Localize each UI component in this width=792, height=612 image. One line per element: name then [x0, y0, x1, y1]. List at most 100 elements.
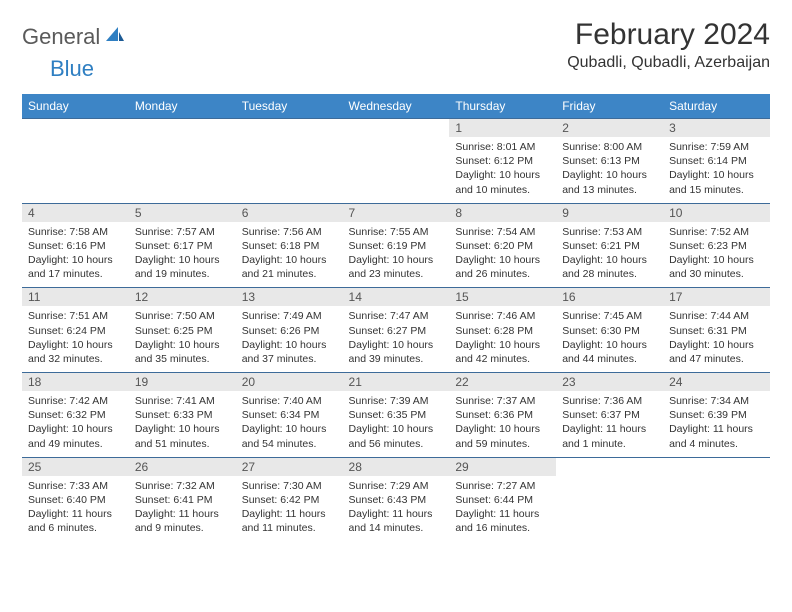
sunset-text: Sunset: 6:23 PM — [669, 239, 764, 253]
sunset-text: Sunset: 6:43 PM — [349, 493, 444, 507]
day-cell: Sunrise: 7:32 AMSunset: 6:41 PMDaylight:… — [129, 476, 236, 542]
day-cell: Sunrise: 7:41 AMSunset: 6:33 PMDaylight:… — [129, 391, 236, 457]
sunrise-text: Sunrise: 7:47 AM — [349, 309, 444, 323]
sunset-text: Sunset: 6:30 PM — [562, 324, 657, 338]
daylight-text: Daylight: 10 hours and 42 minutes. — [455, 338, 550, 366]
calendar-table: SundayMondayTuesdayWednesdayThursdayFrid… — [22, 94, 770, 542]
sunrise-text: Sunrise: 7:30 AM — [242, 479, 337, 493]
weekday-header: Sunday — [22, 94, 129, 119]
sunrise-text: Sunrise: 7:41 AM — [135, 394, 230, 408]
daylight-text: Daylight: 11 hours and 9 minutes. — [135, 507, 230, 535]
daylight-text: Daylight: 10 hours and 44 minutes. — [562, 338, 657, 366]
day-cell: Sunrise: 7:52 AMSunset: 6:23 PMDaylight:… — [663, 222, 770, 288]
day-number: 21 — [343, 373, 450, 391]
daylight-text: Daylight: 10 hours and 30 minutes. — [669, 253, 764, 281]
sunrise-text: Sunrise: 7:50 AM — [135, 309, 230, 323]
daylight-text: Daylight: 10 hours and 26 minutes. — [455, 253, 550, 281]
day-cell: Sunrise: 7:57 AMSunset: 6:17 PMDaylight:… — [129, 222, 236, 288]
daylight-text: Daylight: 10 hours and 13 minutes. — [562, 168, 657, 196]
sunrise-text: Sunrise: 7:45 AM — [562, 309, 657, 323]
weekday-header: Saturday — [663, 94, 770, 119]
day-cell: Sunrise: 7:33 AMSunset: 6:40 PMDaylight:… — [22, 476, 129, 542]
sunset-text: Sunset: 6:27 PM — [349, 324, 444, 338]
sunset-text: Sunset: 6:25 PM — [135, 324, 230, 338]
sunrise-text: Sunrise: 7:33 AM — [28, 479, 123, 493]
day-number: 4 — [22, 204, 129, 222]
day-cell: Sunrise: 7:42 AMSunset: 6:32 PMDaylight:… — [22, 391, 129, 457]
sunrise-text: Sunrise: 7:59 AM — [669, 140, 764, 154]
daylight-text: Daylight: 11 hours and 1 minute. — [562, 422, 657, 450]
sunrise-text: Sunrise: 8:01 AM — [455, 140, 550, 154]
sunset-text: Sunset: 6:34 PM — [242, 408, 337, 422]
day-cell: Sunrise: 7:50 AMSunset: 6:25 PMDaylight:… — [129, 306, 236, 372]
daylight-text: Daylight: 10 hours and 37 minutes. — [242, 338, 337, 366]
daylight-text: Daylight: 10 hours and 19 minutes. — [135, 253, 230, 281]
day-cell: Sunrise: 7:37 AMSunset: 6:36 PMDaylight:… — [449, 391, 556, 457]
sunrise-text: Sunrise: 7:44 AM — [669, 309, 764, 323]
day-number: 12 — [129, 288, 236, 306]
sunrise-text: Sunrise: 7:42 AM — [28, 394, 123, 408]
sunset-text: Sunset: 6:12 PM — [455, 154, 550, 168]
sunset-text: Sunset: 6:16 PM — [28, 239, 123, 253]
daylight-text: Daylight: 10 hours and 15 minutes. — [669, 168, 764, 196]
day-number: 2 — [556, 119, 663, 137]
sunset-text: Sunset: 6:24 PM — [28, 324, 123, 338]
daylight-text: Daylight: 11 hours and 14 minutes. — [349, 507, 444, 535]
sunset-text: Sunset: 6:20 PM — [455, 239, 550, 253]
day-number: 29 — [449, 458, 556, 476]
day-number: 14 — [343, 288, 450, 306]
sunrise-text: Sunrise: 7:36 AM — [562, 394, 657, 408]
logo-sail-icon — [105, 26, 125, 49]
day-cell: Sunrise: 7:53 AMSunset: 6:21 PMDaylight:… — [556, 222, 663, 288]
day-cell: Sunrise: 7:58 AMSunset: 6:16 PMDaylight:… — [22, 222, 129, 288]
weekday-header: Wednesday — [343, 94, 450, 119]
sunset-text: Sunset: 6:40 PM — [28, 493, 123, 507]
day-cell: Sunrise: 7:56 AMSunset: 6:18 PMDaylight:… — [236, 222, 343, 288]
daylight-text: Daylight: 10 hours and 21 minutes. — [242, 253, 337, 281]
day-number: 28 — [343, 458, 450, 476]
day-cell: Sunrise: 7:39 AMSunset: 6:35 PMDaylight:… — [343, 391, 450, 457]
day-cell: Sunrise: 7:46 AMSunset: 6:28 PMDaylight:… — [449, 306, 556, 372]
sunrise-text: Sunrise: 8:00 AM — [562, 140, 657, 154]
day-number — [343, 119, 450, 137]
logo-text-blue: Blue — [50, 56, 94, 81]
sunset-text: Sunset: 6:33 PM — [135, 408, 230, 422]
sunset-text: Sunset: 6:19 PM — [349, 239, 444, 253]
day-number: 19 — [129, 373, 236, 391]
daylight-text: Daylight: 10 hours and 28 minutes. — [562, 253, 657, 281]
weekday-header: Friday — [556, 94, 663, 119]
day-cell: Sunrise: 7:49 AMSunset: 6:26 PMDaylight:… — [236, 306, 343, 372]
sunrise-text: Sunrise: 7:46 AM — [455, 309, 550, 323]
daylight-text: Daylight: 10 hours and 54 minutes. — [242, 422, 337, 450]
sunrise-text: Sunrise: 7:58 AM — [28, 225, 123, 239]
day-cell: Sunrise: 7:51 AMSunset: 6:24 PMDaylight:… — [22, 306, 129, 372]
day-cell: Sunrise: 7:54 AMSunset: 6:20 PMDaylight:… — [449, 222, 556, 288]
day-number: 9 — [556, 204, 663, 222]
day-number — [129, 119, 236, 137]
sunset-text: Sunset: 6:41 PM — [135, 493, 230, 507]
sunset-text: Sunset: 6:35 PM — [349, 408, 444, 422]
day-number: 25 — [22, 458, 129, 476]
sunrise-text: Sunrise: 7:40 AM — [242, 394, 337, 408]
sunrise-text: Sunrise: 7:57 AM — [135, 225, 230, 239]
day-number: 8 — [449, 204, 556, 222]
sunset-text: Sunset: 6:21 PM — [562, 239, 657, 253]
daylight-text: Daylight: 10 hours and 17 minutes. — [28, 253, 123, 281]
daylight-text: Daylight: 10 hours and 32 minutes. — [28, 338, 123, 366]
sunset-text: Sunset: 6:28 PM — [455, 324, 550, 338]
daylight-text: Daylight: 11 hours and 6 minutes. — [28, 507, 123, 535]
day-number: 13 — [236, 288, 343, 306]
sunset-text: Sunset: 6:14 PM — [669, 154, 764, 168]
day-cell: Sunrise: 7:59 AMSunset: 6:14 PMDaylight:… — [663, 137, 770, 203]
daylight-text: Daylight: 10 hours and 49 minutes. — [28, 422, 123, 450]
day-cell: Sunrise: 8:01 AMSunset: 6:12 PMDaylight:… — [449, 137, 556, 203]
day-cell: Sunrise: 7:34 AMSunset: 6:39 PMDaylight:… — [663, 391, 770, 457]
sunrise-text: Sunrise: 7:37 AM — [455, 394, 550, 408]
sunset-text: Sunset: 6:36 PM — [455, 408, 550, 422]
sunrise-text: Sunrise: 7:39 AM — [349, 394, 444, 408]
day-number — [556, 458, 663, 476]
sunrise-text: Sunrise: 7:52 AM — [669, 225, 764, 239]
day-number: 23 — [556, 373, 663, 391]
sunrise-text: Sunrise: 7:29 AM — [349, 479, 444, 493]
day-number: 7 — [343, 204, 450, 222]
